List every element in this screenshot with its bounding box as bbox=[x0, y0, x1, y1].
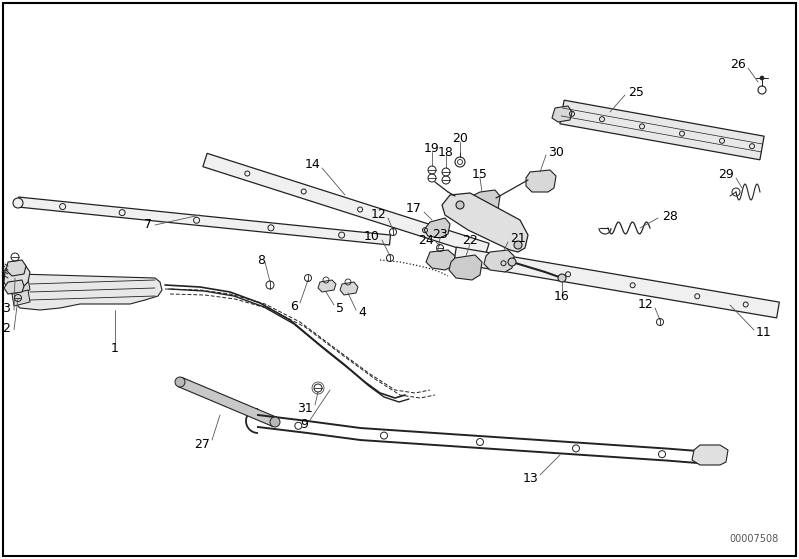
Polygon shape bbox=[340, 282, 358, 295]
Text: 4: 4 bbox=[358, 306, 366, 320]
Text: 14: 14 bbox=[304, 159, 320, 172]
Text: 29: 29 bbox=[718, 168, 734, 182]
Circle shape bbox=[558, 274, 566, 282]
Text: 22: 22 bbox=[462, 234, 478, 248]
Circle shape bbox=[270, 417, 280, 427]
Text: 16: 16 bbox=[555, 290, 570, 302]
Polygon shape bbox=[484, 250, 514, 272]
Text: 23: 23 bbox=[432, 229, 448, 241]
Text: 8: 8 bbox=[257, 253, 265, 267]
Text: 18: 18 bbox=[438, 145, 454, 159]
Polygon shape bbox=[552, 106, 572, 122]
Text: 5: 5 bbox=[336, 301, 344, 315]
Text: 00007508: 00007508 bbox=[729, 534, 779, 544]
Ellipse shape bbox=[54, 285, 62, 291]
Text: 21: 21 bbox=[510, 233, 526, 245]
Text: 27: 27 bbox=[194, 438, 210, 451]
Circle shape bbox=[175, 377, 185, 387]
Polygon shape bbox=[454, 247, 779, 318]
Text: 30: 30 bbox=[548, 145, 564, 159]
Polygon shape bbox=[12, 290, 30, 306]
Ellipse shape bbox=[80, 282, 88, 288]
Polygon shape bbox=[203, 153, 489, 257]
Text: 17: 17 bbox=[406, 202, 422, 216]
Polygon shape bbox=[442, 193, 528, 252]
Ellipse shape bbox=[119, 281, 127, 287]
Polygon shape bbox=[18, 197, 391, 245]
Polygon shape bbox=[426, 250, 455, 270]
Circle shape bbox=[508, 258, 516, 266]
Polygon shape bbox=[4, 280, 24, 294]
Text: 13: 13 bbox=[523, 471, 538, 485]
Text: 28: 28 bbox=[662, 210, 678, 222]
Polygon shape bbox=[12, 274, 162, 310]
Text: 7: 7 bbox=[144, 217, 152, 230]
Text: 2: 2 bbox=[2, 321, 10, 334]
Text: 26: 26 bbox=[730, 59, 746, 72]
Polygon shape bbox=[318, 280, 336, 292]
Text: 19: 19 bbox=[424, 143, 440, 155]
Circle shape bbox=[514, 241, 522, 249]
Text: 11: 11 bbox=[756, 325, 772, 339]
Text: 24: 24 bbox=[418, 234, 434, 247]
Text: 1: 1 bbox=[111, 342, 119, 354]
Ellipse shape bbox=[41, 285, 49, 291]
Text: 20: 20 bbox=[452, 132, 468, 145]
Polygon shape bbox=[449, 255, 482, 280]
Ellipse shape bbox=[67, 283, 75, 289]
Polygon shape bbox=[4, 265, 30, 290]
Circle shape bbox=[760, 76, 764, 80]
Polygon shape bbox=[178, 377, 277, 427]
Text: 12: 12 bbox=[370, 209, 386, 221]
Text: 15: 15 bbox=[472, 168, 488, 181]
Ellipse shape bbox=[93, 282, 101, 288]
Text: 31: 31 bbox=[297, 401, 313, 415]
Text: 25: 25 bbox=[628, 86, 644, 98]
Polygon shape bbox=[560, 100, 764, 160]
Ellipse shape bbox=[106, 282, 114, 288]
Polygon shape bbox=[692, 445, 728, 465]
Ellipse shape bbox=[132, 281, 140, 287]
Polygon shape bbox=[12, 278, 30, 294]
Polygon shape bbox=[424, 218, 450, 238]
Circle shape bbox=[13, 198, 23, 208]
Polygon shape bbox=[6, 260, 26, 276]
Polygon shape bbox=[470, 190, 500, 215]
Polygon shape bbox=[526, 170, 556, 192]
Circle shape bbox=[456, 201, 464, 209]
Text: 10: 10 bbox=[364, 230, 380, 244]
Text: 6: 6 bbox=[290, 300, 298, 312]
Text: 3: 3 bbox=[2, 301, 10, 315]
Text: 12: 12 bbox=[638, 299, 653, 311]
Text: 9: 9 bbox=[300, 418, 308, 430]
Ellipse shape bbox=[145, 280, 153, 286]
